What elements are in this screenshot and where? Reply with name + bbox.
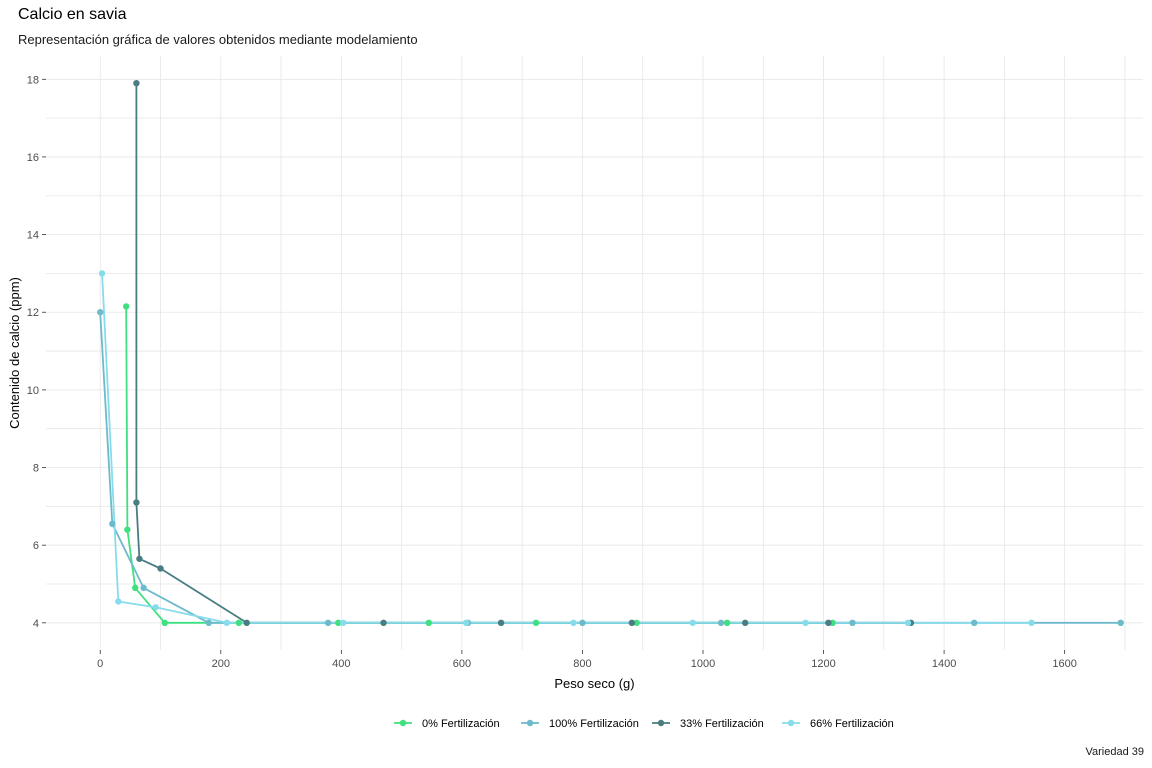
data-point — [741, 619, 749, 627]
series-line — [135, 83, 911, 624]
legend-key-point — [399, 719, 407, 727]
data-point — [98, 270, 106, 277]
data-point — [849, 619, 856, 627]
data-point — [380, 619, 387, 627]
x-tick-label: 200 — [212, 658, 230, 670]
x-tick-label: 1600 — [1052, 658, 1076, 670]
data-point — [243, 619, 250, 627]
y-tick-label: 6 — [33, 540, 39, 552]
data-point — [115, 598, 122, 605]
grid-layer — [46, 56, 1143, 650]
y-tick-label: 16 — [27, 152, 39, 164]
data-point — [825, 619, 832, 627]
data-point — [140, 584, 147, 592]
data-point — [497, 619, 505, 627]
x-tick-label: 1200 — [811, 658, 835, 670]
data-point — [324, 619, 332, 627]
legend-key-point — [526, 719, 534, 727]
y-tick-label: 14 — [27, 230, 39, 242]
data-point — [122, 303, 130, 310]
data-point — [633, 619, 640, 627]
data-point — [339, 619, 347, 627]
legend-label: 66% Fertilización — [810, 718, 894, 730]
data-point — [157, 565, 164, 572]
data-point — [1028, 619, 1035, 627]
data-point — [570, 619, 577, 627]
data-point — [1117, 619, 1124, 627]
data-point — [717, 619, 725, 627]
x-tick-label: 1400 — [932, 658, 956, 670]
y-tick-label: 12 — [27, 307, 39, 319]
data-point — [532, 619, 540, 627]
chart-title: Calcio en savia — [18, 6, 127, 23]
data-point — [723, 619, 731, 627]
data-point — [425, 619, 432, 627]
data-point — [124, 526, 131, 533]
data-point — [133, 79, 140, 87]
chart-caption: Variedad 39 — [1085, 746, 1144, 758]
data-point — [802, 619, 809, 627]
legend-label: 0% Fertilización — [422, 718, 500, 730]
data-point — [205, 619, 212, 627]
y-axis-title: Contenido de calcio (ppm) — [7, 277, 22, 429]
legend-key-point — [787, 719, 795, 727]
x-tick-label: 400 — [332, 658, 350, 670]
data-point — [161, 619, 168, 627]
data-point — [335, 619, 342, 627]
legend-label: 100% Fertilización — [549, 718, 639, 730]
y-tick-label: 4 — [33, 618, 39, 630]
data-point — [152, 604, 159, 611]
data-point — [132, 584, 139, 592]
data-point — [97, 309, 104, 316]
series-layer — [97, 79, 1124, 627]
x-tick-label: 600 — [453, 658, 471, 670]
legend: 0% Fertilización 100% Fertilización 33% Fe… — [394, 718, 894, 730]
axis-layer: 0 200 400 600 800 1000 1200 1400 1600 4 6 8 10 12 14 16… — [27, 74, 1077, 670]
data-point — [628, 619, 636, 627]
chart-subtitle: Representación gráfica de valores obteni… — [18, 32, 418, 47]
data-point — [133, 499, 140, 506]
data-point — [136, 555, 143, 562]
x-tick-label: 800 — [573, 658, 591, 670]
data-point — [689, 619, 696, 627]
data-point — [109, 520, 116, 528]
x-tick-label: 1000 — [691, 658, 715, 670]
data-point — [971, 619, 978, 627]
data-point — [462, 619, 470, 627]
data-point — [904, 619, 912, 627]
legend-key-point — [657, 719, 665, 727]
series-line — [101, 273, 1032, 624]
y-tick-label: 8 — [33, 463, 39, 475]
y-tick-label: 10 — [27, 385, 39, 397]
y-tick-label: 18 — [27, 74, 39, 86]
data-point — [235, 619, 243, 627]
data-point — [579, 619, 586, 627]
x-tick-label: 0 — [97, 658, 103, 670]
legend-label: 33% Fertilización — [680, 718, 764, 730]
data-point — [223, 619, 231, 627]
x-axis-title: Peso seco (g) — [554, 676, 634, 691]
series-line — [125, 306, 833, 624]
